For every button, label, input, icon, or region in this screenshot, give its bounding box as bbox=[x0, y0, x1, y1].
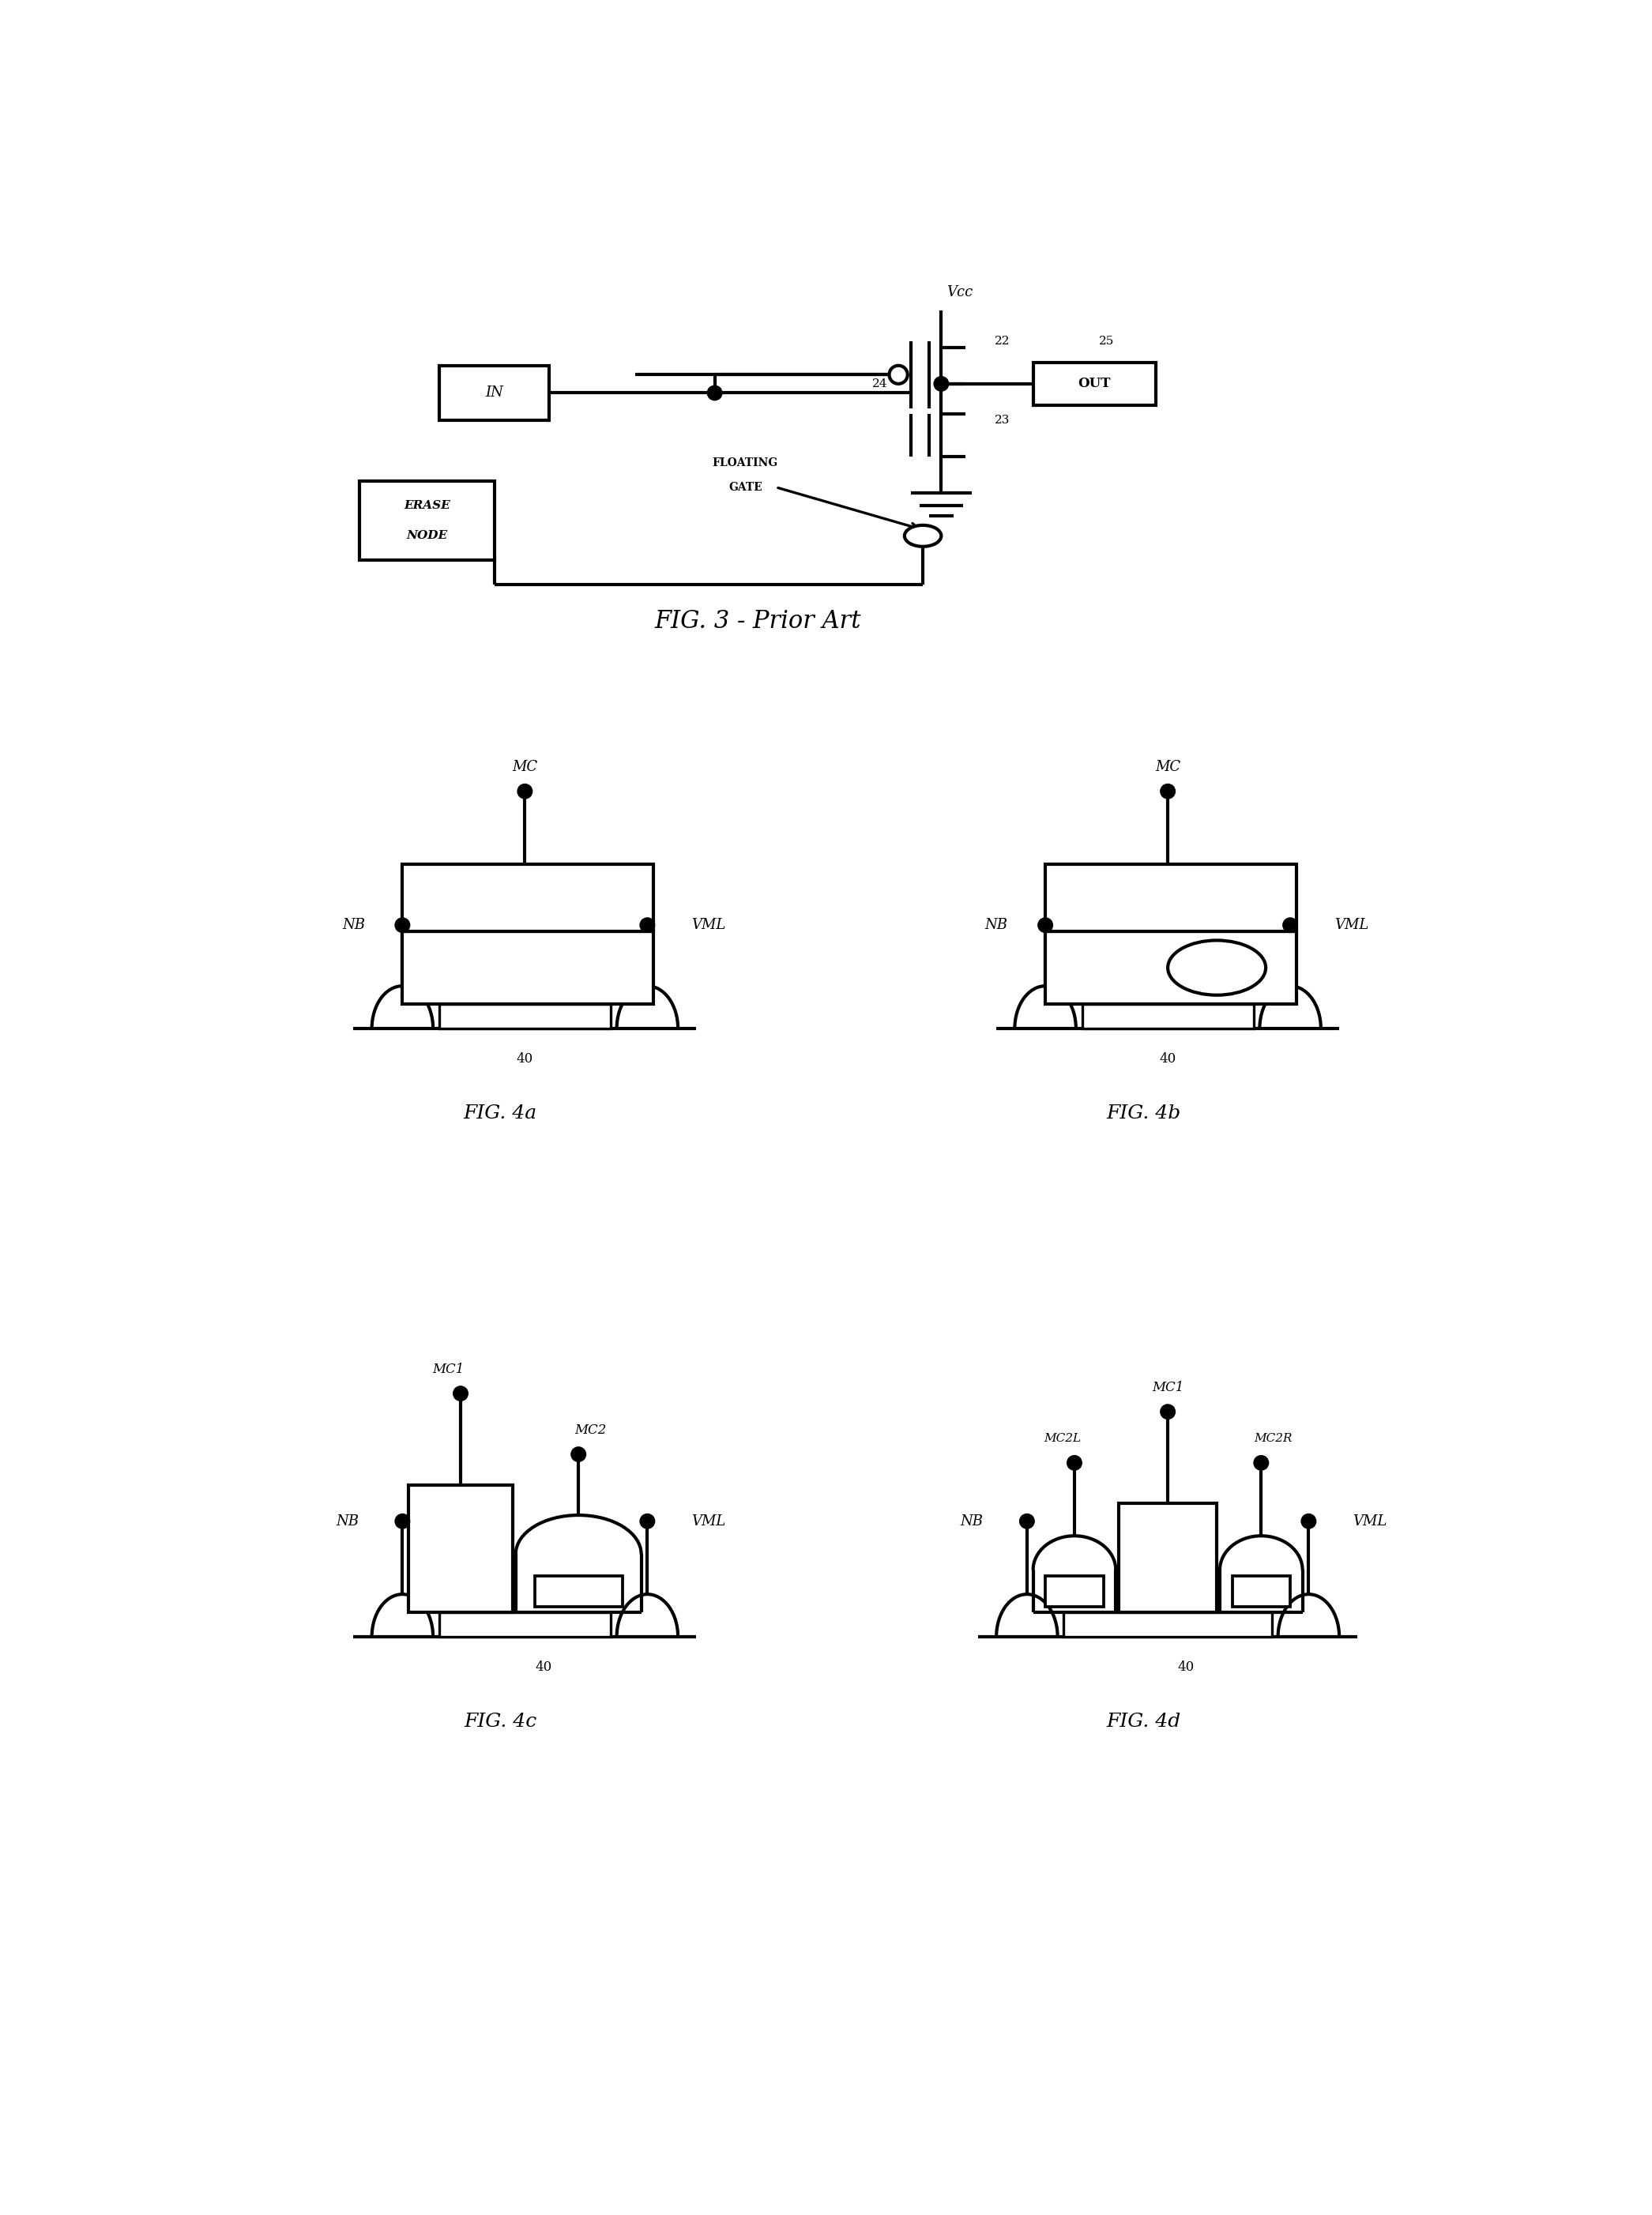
Circle shape bbox=[639, 917, 654, 933]
Text: FLOATING: FLOATING bbox=[712, 456, 778, 467]
Bar bbox=[1064, 1613, 1272, 1637]
Ellipse shape bbox=[905, 525, 942, 547]
Text: FIG. 4b: FIG. 4b bbox=[1107, 1105, 1181, 1123]
Circle shape bbox=[1160, 784, 1175, 800]
Bar bbox=[1232, 1577, 1290, 1606]
Text: ERASE: ERASE bbox=[403, 501, 449, 512]
Text: NB: NB bbox=[342, 917, 365, 933]
Text: NB: NB bbox=[960, 1515, 983, 1528]
Text: IN: IN bbox=[486, 385, 504, 401]
Text: VML: VML bbox=[692, 1515, 725, 1528]
Circle shape bbox=[707, 385, 722, 401]
Circle shape bbox=[1037, 917, 1052, 933]
Circle shape bbox=[1160, 1404, 1175, 1420]
Text: GATE: GATE bbox=[729, 481, 762, 492]
Text: MC: MC bbox=[1155, 760, 1181, 773]
Text: 24: 24 bbox=[872, 379, 887, 390]
Bar bbox=[408, 1484, 512, 1613]
Ellipse shape bbox=[1168, 941, 1265, 995]
Bar bbox=[1082, 1003, 1254, 1028]
Circle shape bbox=[1284, 917, 1297, 933]
Text: OUT: OUT bbox=[1077, 377, 1110, 390]
Circle shape bbox=[572, 1446, 586, 1462]
Circle shape bbox=[1019, 1513, 1034, 1528]
Circle shape bbox=[1254, 1455, 1269, 1471]
Text: MC2: MC2 bbox=[575, 1424, 606, 1438]
Text: 40: 40 bbox=[517, 1052, 534, 1065]
Text: FIG. 3 - Prior Art: FIG. 3 - Prior Art bbox=[654, 609, 861, 633]
Circle shape bbox=[395, 1513, 410, 1528]
Text: 40: 40 bbox=[1160, 1052, 1176, 1065]
Bar bbox=[535, 1577, 623, 1606]
Text: NB: NB bbox=[335, 1515, 358, 1528]
Text: FIG. 4a: FIG. 4a bbox=[464, 1105, 537, 1123]
Text: FIG. 4c: FIG. 4c bbox=[464, 1712, 537, 1732]
Text: 22: 22 bbox=[995, 337, 1009, 348]
Text: VML: VML bbox=[692, 917, 725, 933]
Text: 40: 40 bbox=[1178, 1661, 1194, 1675]
Circle shape bbox=[395, 917, 410, 933]
Text: VML: VML bbox=[1335, 917, 1368, 933]
Text: MC1: MC1 bbox=[1151, 1380, 1184, 1393]
Circle shape bbox=[933, 377, 948, 392]
Circle shape bbox=[1067, 1455, 1082, 1471]
Bar bbox=[403, 930, 654, 1003]
Circle shape bbox=[1302, 1513, 1317, 1528]
Circle shape bbox=[639, 1513, 654, 1528]
Text: MC2R: MC2R bbox=[1254, 1433, 1292, 1444]
Bar bbox=[1032, 363, 1155, 405]
Text: 25: 25 bbox=[1099, 337, 1113, 348]
Bar bbox=[360, 481, 494, 560]
Text: MC: MC bbox=[512, 760, 537, 773]
Text: NB: NB bbox=[985, 917, 1008, 933]
Circle shape bbox=[889, 365, 907, 383]
Bar bbox=[439, 1003, 611, 1028]
Bar bbox=[1046, 864, 1297, 930]
Text: 40: 40 bbox=[535, 1661, 552, 1675]
Circle shape bbox=[453, 1387, 468, 1400]
Text: NODE: NODE bbox=[406, 529, 448, 540]
Text: MC1: MC1 bbox=[433, 1362, 464, 1376]
Text: FIG. 4d: FIG. 4d bbox=[1107, 1712, 1181, 1732]
Text: Vcc: Vcc bbox=[947, 286, 973, 299]
Text: MC2L: MC2L bbox=[1044, 1433, 1080, 1444]
Bar bbox=[439, 1613, 611, 1637]
Text: 23: 23 bbox=[995, 414, 1009, 425]
Bar bbox=[1046, 1577, 1104, 1606]
Circle shape bbox=[517, 784, 532, 800]
Bar bbox=[439, 365, 550, 421]
Bar bbox=[403, 864, 654, 930]
Text: VML: VML bbox=[1353, 1515, 1388, 1528]
Bar bbox=[1046, 930, 1297, 1003]
Bar bbox=[1118, 1504, 1218, 1613]
